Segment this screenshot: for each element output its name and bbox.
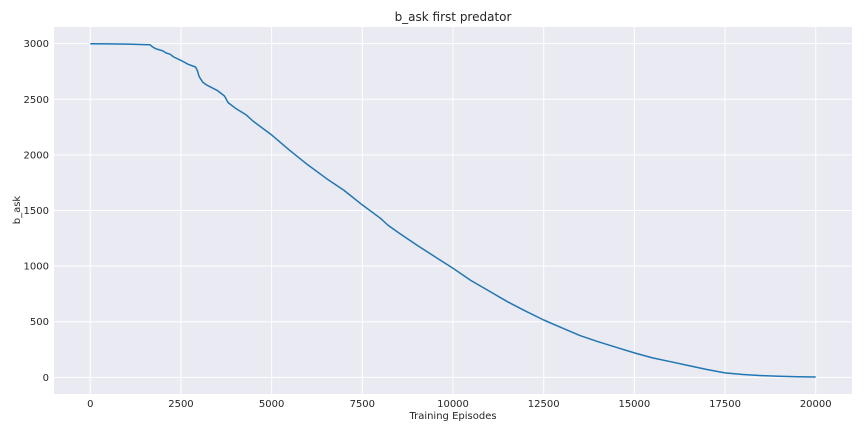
y-tick-label: 2500 <box>24 95 49 106</box>
y-tick-label: 1000 <box>24 262 49 273</box>
x-tick-labels: 0 2500 5000 7500 10000 12500 15000 17500 20000 <box>87 399 832 410</box>
x-tick-label: 12500 <box>528 399 560 410</box>
series-line <box>90 42 816 378</box>
y-tick-label: 3000 <box>24 39 49 50</box>
x-axis-label: Training Episodes <box>408 411 496 422</box>
x-tick-label: 0 <box>87 399 93 410</box>
x-tick-label: 10000 <box>437 399 469 410</box>
y-axis-label: b_ask <box>12 196 23 225</box>
y-gridlines <box>54 43 852 378</box>
y-tick-label: 500 <box>30 317 49 328</box>
y-tick-labels: 0 500 1000 1500 2000 2500 3000 <box>24 39 49 384</box>
y-tick-label: 1500 <box>24 206 49 217</box>
chart-title: b_ask first predator <box>395 10 512 24</box>
y-tick-label: 0 <box>43 373 49 384</box>
x-tick-label: 2500 <box>168 399 193 410</box>
x-tick-label: 20000 <box>800 399 832 410</box>
x-tick-label: 5000 <box>259 399 284 410</box>
x-tick-label: 15000 <box>618 399 650 410</box>
y-tick-label: 2000 <box>24 150 49 161</box>
x-tick-label: 7500 <box>350 399 375 410</box>
x-tick-label: 17500 <box>709 399 741 410</box>
